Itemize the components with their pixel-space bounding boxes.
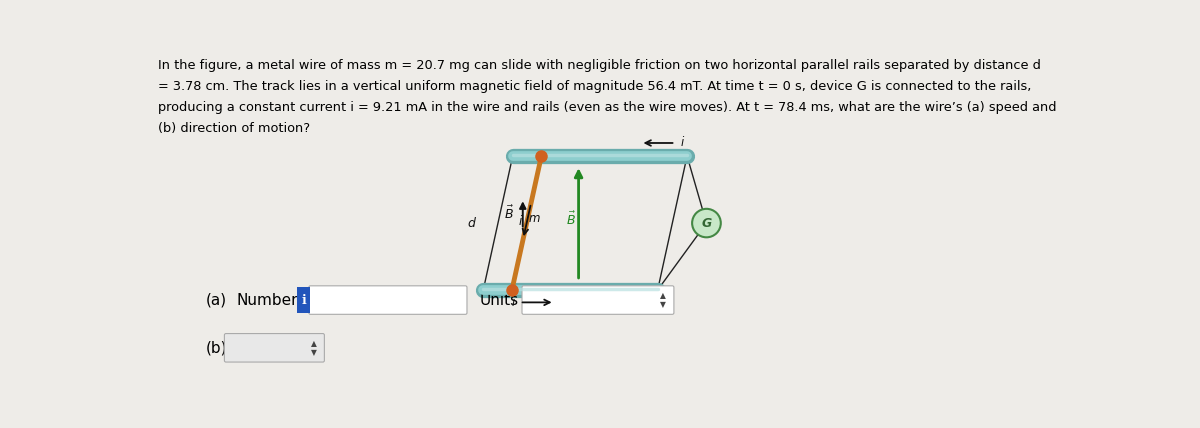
Text: = 3.78 cm. The track lies in a vertical uniform magnetic field of magnitude 56.4: = 3.78 cm. The track lies in a vertical … [157, 80, 1031, 93]
Text: Units: Units [479, 293, 518, 308]
Text: i: i [518, 214, 522, 228]
Text: G: G [701, 217, 712, 229]
FancyBboxPatch shape [522, 286, 674, 314]
Text: ▼: ▼ [660, 300, 666, 309]
Text: ▲: ▲ [660, 291, 666, 300]
Circle shape [692, 209, 721, 237]
Text: d: d [468, 217, 475, 229]
Text: ▲: ▲ [311, 339, 317, 348]
Text: In the figure, a metal wire of mass m = 20.7 mg can slide with negligible fricti: In the figure, a metal wire of mass m = … [157, 59, 1040, 72]
Text: m: m [529, 212, 540, 225]
Text: i: i [680, 137, 683, 149]
Text: i: i [511, 296, 515, 309]
Text: i: i [301, 294, 306, 306]
FancyBboxPatch shape [308, 286, 467, 314]
FancyBboxPatch shape [224, 333, 324, 362]
Text: (b): (b) [206, 340, 227, 355]
Text: ▼: ▼ [311, 348, 317, 357]
Text: (b) direction of motion?: (b) direction of motion? [157, 122, 310, 135]
Text: producing a constant current i = 9.21 mA in the wire and rails (even as the wire: producing a constant current i = 9.21 mA… [157, 101, 1056, 114]
Text: (a): (a) [206, 293, 227, 308]
FancyBboxPatch shape [298, 287, 311, 313]
Text: $\vec{B}$: $\vec{B}$ [565, 211, 576, 228]
Text: $\vec{B}$: $\vec{B}$ [504, 205, 514, 223]
Text: Number: Number [236, 293, 299, 308]
